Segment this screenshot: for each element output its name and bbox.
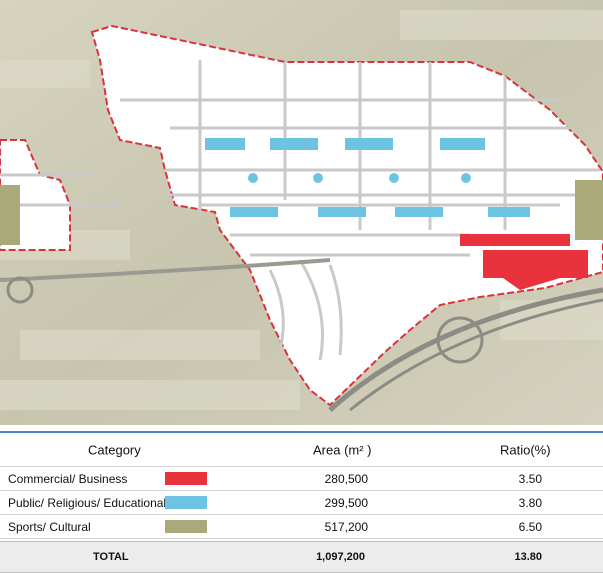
table-body: Commercial/ Business 280,500 3.50 Public/ R…: [0, 467, 603, 539]
category: Sports/ Cultural: [8, 519, 91, 534]
header-row: Category Area (m² ) Ratio(%): [0, 433, 603, 467]
swatch: [165, 496, 207, 509]
site-map: [0, 0, 603, 425]
terrain-patches: [0, 10, 603, 410]
column-header: Area (m² ): [313, 442, 372, 457]
table-row: Sports/ Cultural 517,200 6.50: [0, 515, 603, 539]
public-plots: [205, 138, 530, 217]
area: 299,500: [324, 495, 368, 510]
area: 517,200: [324, 519, 368, 534]
ratio: 3.80: [518, 495, 542, 510]
commercial-plots: [460, 234, 588, 290]
swatch: [165, 472, 207, 485]
sports-plots: [0, 180, 603, 245]
column-header: Category: [88, 442, 141, 457]
total-label: TOTAL: [93, 551, 129, 563]
table-row: Public/ Religious/ Educational 299,500 3.8…: [0, 491, 603, 515]
area: 280,500: [324, 471, 368, 486]
column-header: Ratio(%): [500, 442, 551, 457]
total-ratio: 13.80: [514, 551, 542, 563]
table-row: Commercial/ Business 280,500 3.50: [0, 467, 603, 491]
category: Public/ Religious/ Educational: [8, 495, 167, 510]
category: Commercial/ Business: [8, 471, 128, 486]
ratio: 3.50: [518, 471, 542, 486]
swatch: [165, 520, 207, 533]
total-area: 1,097,200: [316, 551, 365, 563]
ratio: 6.50: [518, 519, 542, 534]
land-use-table: Category Area (m² ) Ratio(%) Commercial/…: [0, 431, 603, 573]
total-row: TOTAL 1,097,200 13.80: [0, 541, 603, 573]
